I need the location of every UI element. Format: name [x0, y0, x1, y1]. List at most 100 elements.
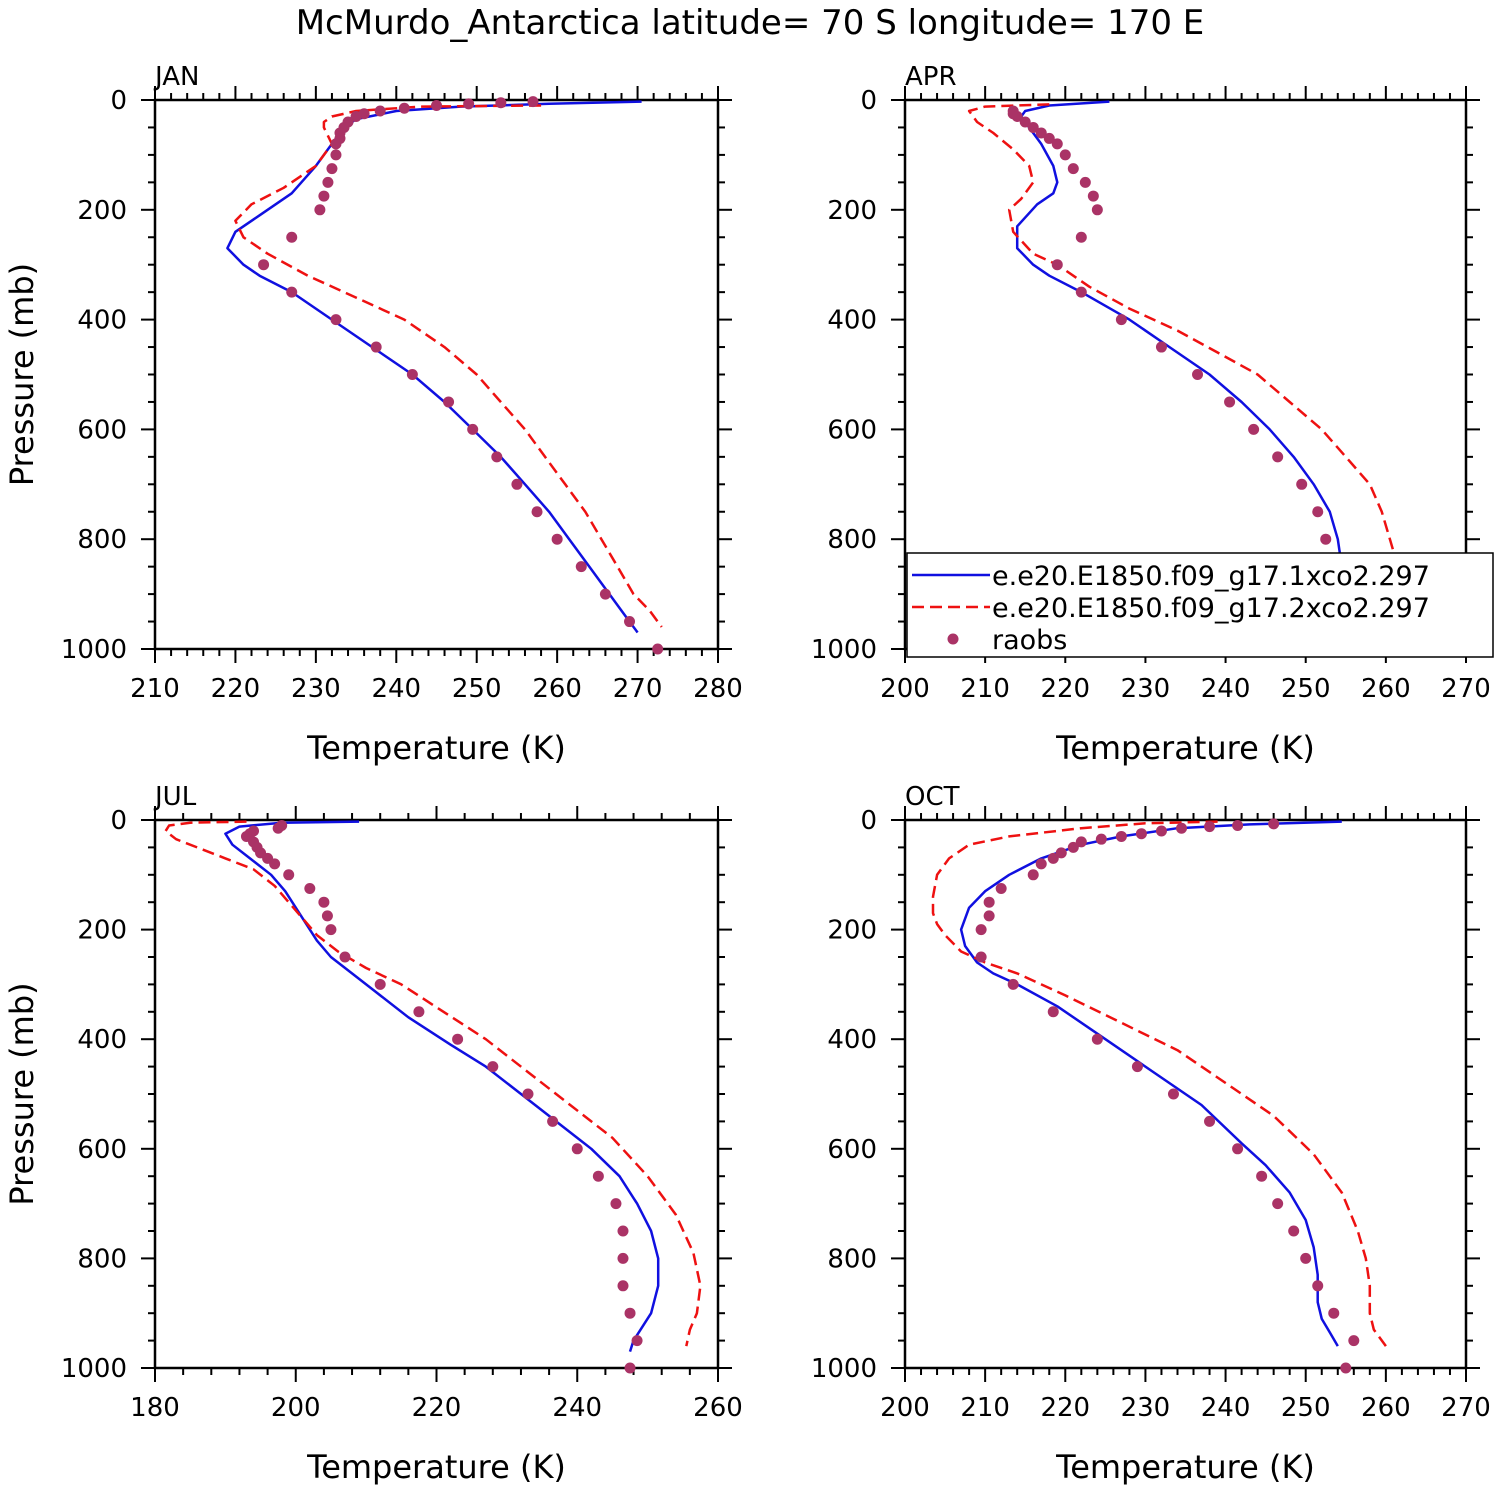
- y-tick-label: 800: [827, 1244, 877, 1274]
- series-1xco2-line: [224, 820, 660, 1352]
- raobs-point: [531, 506, 543, 518]
- x-tick-label: 240: [371, 674, 421, 704]
- raobs-point: [1059, 149, 1071, 161]
- y-tick-label: 800: [77, 1244, 127, 1274]
- plot-frame: [153, 98, 720, 651]
- raobs-point: [975, 924, 987, 936]
- raobs-point: [1115, 830, 1127, 842]
- raobs-point: [1175, 822, 1187, 834]
- x-tick-label: 220: [211, 674, 261, 704]
- raobs-point: [624, 1362, 636, 1374]
- raobs-point: [491, 451, 503, 463]
- x-tick-label: 250: [1281, 1393, 1331, 1423]
- panel-label: JUL: [153, 782, 197, 812]
- x-tick-label: 240: [1201, 1393, 1251, 1423]
- raobs-point: [1155, 341, 1167, 353]
- y-tick-label: 600: [77, 415, 127, 445]
- raobs-point: [995, 883, 1007, 894]
- y-tick-label: 600: [827, 415, 877, 445]
- series-1xco2-line: [226, 100, 642, 634]
- raobs-point: [283, 869, 295, 881]
- y-tick-label: 400: [827, 306, 877, 336]
- raobs-point: [1232, 1143, 1244, 1155]
- raobs-point: [1091, 204, 1103, 216]
- x-tick-label: 200: [271, 1393, 321, 1423]
- raobs-point: [272, 822, 284, 834]
- x-tick-label: 270: [1441, 674, 1491, 704]
- raobs-point: [452, 1033, 464, 1045]
- raobs-point: [1027, 121, 1039, 133]
- y-tick-label: 0: [860, 86, 877, 116]
- x-tick-label: 230: [1121, 674, 1171, 704]
- raobs-point: [527, 96, 539, 108]
- raobs-point: [1167, 1088, 1179, 1100]
- y-tick-label: 0: [110, 806, 127, 836]
- raobs-point: [511, 478, 523, 490]
- x-axis-label: Temperature (K): [1055, 1448, 1315, 1486]
- panel-apr: APR 200 210 220 230 240 250 260 270 0 200 400 600 800…: [811, 62, 1491, 767]
- y-axis-label: Pressure (mb): [3, 263, 41, 486]
- series-2xco2-line: [967, 103, 1451, 634]
- raobs-point: [1328, 1307, 1340, 1319]
- raobs-point: [286, 286, 298, 298]
- raobs-point: [1131, 1061, 1143, 1073]
- series-2xco2-line: [164, 820, 702, 1347]
- raobs-point: [1087, 190, 1099, 202]
- raobs-point: [1067, 841, 1079, 853]
- raobs-point: [1272, 1198, 1284, 1210]
- raobs-point: [1320, 533, 1332, 545]
- raobs-point: [1256, 1170, 1268, 1182]
- x-tick-label: 260: [1361, 1393, 1411, 1423]
- x-tick-label: 220: [412, 1393, 462, 1423]
- legend-label: e.e20.E1850.f09_g17.2xco2.297: [992, 593, 1430, 624]
- raobs-point: [1224, 396, 1236, 408]
- legend-dot-symbol: [947, 633, 959, 645]
- series-2xco2-line: [234, 104, 663, 628]
- raobs-point: [1204, 1115, 1216, 1127]
- x-tick-label: 270: [613, 674, 663, 704]
- raobs-point: [624, 616, 636, 628]
- x-axis-label: Temperature (K): [1055, 729, 1315, 767]
- raobs-point: [406, 369, 418, 380]
- raobs-point: [1079, 176, 1091, 188]
- y-tick-label: 200: [827, 916, 877, 946]
- panel-oct: OCT 200 210 220 230 240 250 260 270 0 200 400 600 800…: [811, 782, 1491, 1486]
- raobs-point: [325, 924, 337, 936]
- raobs-point: [321, 910, 333, 922]
- panel-jul: JUL 180 200 220 240 260 0 200 400 600 800 1000 Tempe…: [3, 782, 743, 1486]
- panel-label: OCT: [905, 782, 960, 812]
- raobs-point: [318, 190, 330, 202]
- raobs-point: [487, 1061, 499, 1073]
- series-1xco2-line: [959, 820, 1342, 1347]
- y-tick-label: 200: [827, 196, 877, 226]
- x-tick-label: 270: [1441, 1393, 1491, 1423]
- raobs-point: [571, 1143, 583, 1155]
- legend-label: e.e20.E1850.f09_g17.1xco2.297: [992, 561, 1430, 592]
- raobs-point: [304, 883, 316, 894]
- raobs-point: [1035, 858, 1047, 870]
- raobs-point: [983, 896, 995, 908]
- x-tick-label: 200: [880, 674, 930, 704]
- y-tick-label: 800: [827, 525, 877, 555]
- raobs-point: [1047, 1006, 1059, 1018]
- x-tick-label: 240: [552, 1393, 602, 1423]
- raobs-point: [286, 231, 298, 243]
- raobs-point: [1047, 852, 1059, 864]
- raobs-point: [1296, 478, 1308, 490]
- y-axis-label: Pressure (mb): [3, 982, 41, 1205]
- x-tick-label: 200: [880, 1393, 930, 1423]
- raobs-point: [1067, 163, 1079, 175]
- legend-box: [906, 552, 1494, 658]
- x-tick-label: 220: [1040, 1393, 1090, 1423]
- raobs-point: [1204, 821, 1216, 833]
- x-tick-label: 210: [130, 674, 180, 704]
- raobs-point: [318, 896, 330, 908]
- y-tick-label: 0: [110, 86, 127, 116]
- raobs-point: [1027, 869, 1039, 881]
- raobs-point: [1340, 1362, 1352, 1374]
- raobs-point: [463, 98, 475, 110]
- x-tick-label: 220: [1040, 674, 1090, 704]
- plot-frame: [153, 818, 720, 1370]
- raobs-point: [624, 1307, 636, 1319]
- raobs-point: [1115, 314, 1127, 326]
